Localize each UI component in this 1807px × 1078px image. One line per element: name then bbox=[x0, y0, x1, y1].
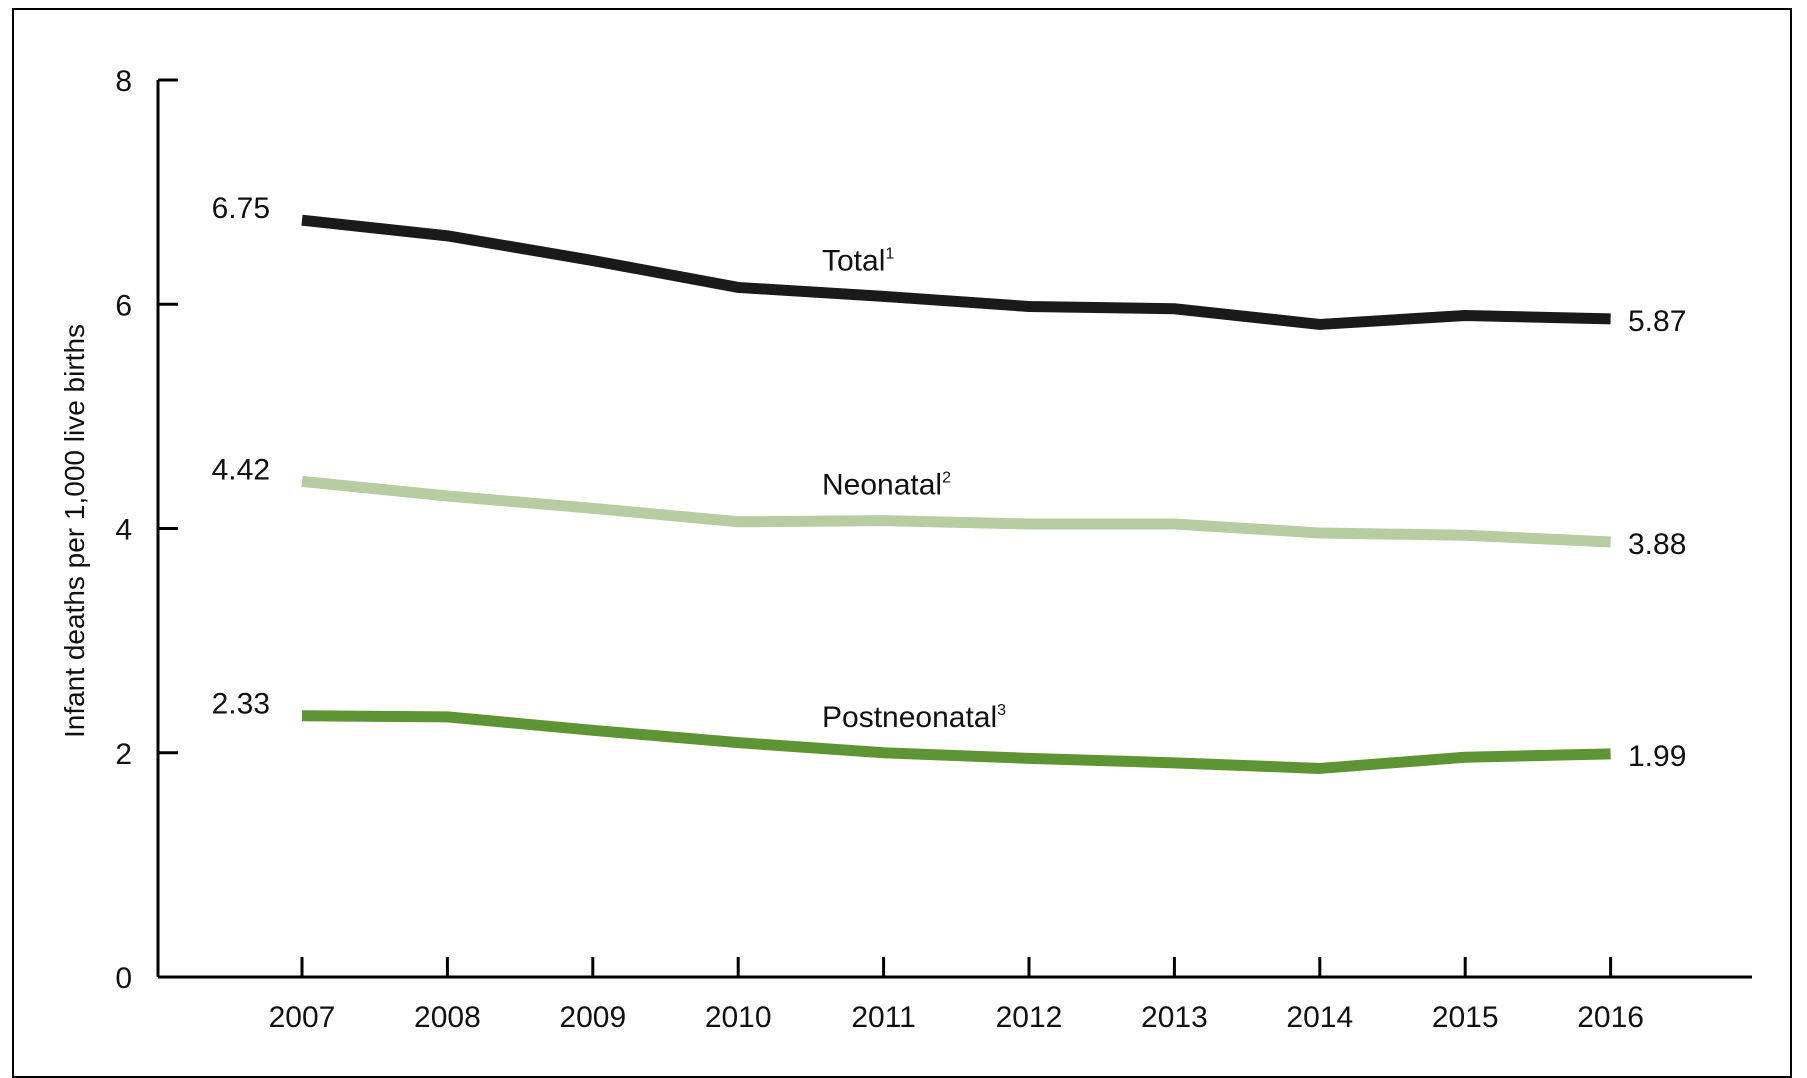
series-line-postneonatal bbox=[301, 710, 1611, 774]
x-tick-label: 2010 bbox=[705, 1001, 772, 1034]
y-tick-label: 6 bbox=[115, 289, 132, 322]
start-value-label-neonatal: 4.42 bbox=[212, 453, 270, 486]
axes bbox=[156, 80, 1752, 979]
chart-frame bbox=[12, 8, 1792, 1078]
x-tick-label: 2013 bbox=[1141, 1001, 1208, 1034]
y-ticks: 0 2 4 6 8 bbox=[115, 65, 178, 995]
y-tick-label: 0 bbox=[115, 962, 132, 995]
series-name-neonatal: Neonatal2 bbox=[822, 469, 951, 502]
labels: 6.75 5.87 Total1 4.42 3.88 Neonatal2 2.33 1.99 P… bbox=[212, 192, 1687, 773]
series-line-neonatal bbox=[301, 475, 1611, 548]
y-tick-label: 8 bbox=[115, 65, 132, 98]
x-tick-label: 2008 bbox=[414, 1001, 481, 1034]
series-lines bbox=[301, 214, 1611, 774]
start-value-label-postneonatal: 2.33 bbox=[212, 688, 270, 721]
y-axis-title: Infant deaths per 1,000 live births bbox=[59, 324, 90, 738]
x-tick-label: 2011 bbox=[851, 1001, 916, 1034]
x-tick-label: 2014 bbox=[1286, 1001, 1353, 1034]
x-tick-label: 2012 bbox=[996, 1001, 1063, 1034]
x-tick-label: 2007 bbox=[269, 1001, 336, 1034]
series-name-total: Total1 bbox=[822, 244, 894, 277]
x-tick-label: 2015 bbox=[1432, 1001, 1499, 1034]
end-value-label-postneonatal: 1.99 bbox=[1628, 740, 1686, 773]
series-name-postneonatal: Postneonatal3 bbox=[822, 701, 1006, 734]
end-value-label-total: 5.87 bbox=[1628, 305, 1686, 338]
x-ticks: 2007 2008 2009 2010 2011 2012 2013 2014 2015 2016 bbox=[269, 957, 1644, 1034]
y-tick-label: 2 bbox=[115, 738, 132, 771]
end-value-label-neonatal: 3.88 bbox=[1628, 528, 1686, 561]
series-line-total bbox=[301, 214, 1611, 330]
start-value-label-total: 6.75 bbox=[212, 192, 270, 225]
y-tick-label: 4 bbox=[115, 514, 132, 547]
x-tick-label: 2016 bbox=[1577, 1001, 1644, 1034]
x-tick-label: 2009 bbox=[559, 1001, 626, 1034]
